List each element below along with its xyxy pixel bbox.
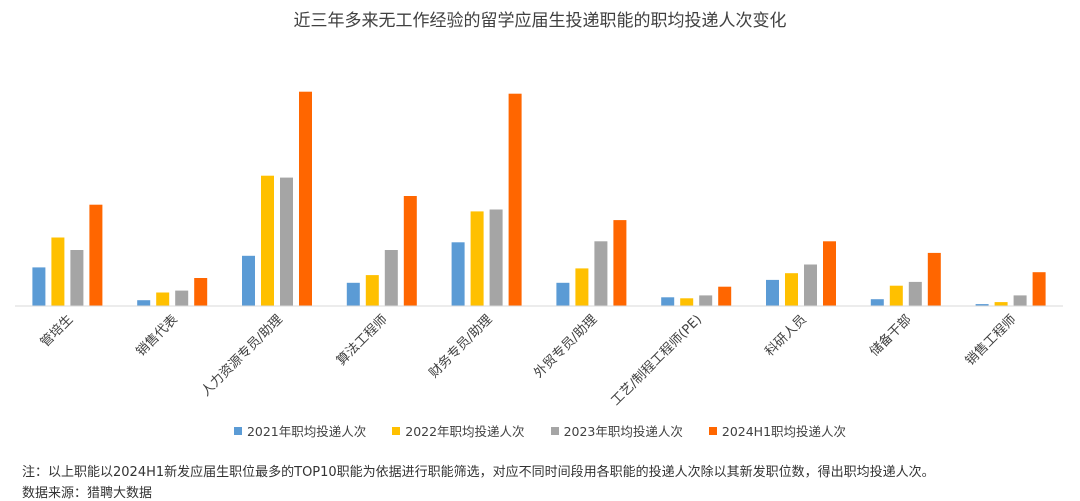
x-tick-label-1: 管培生 bbox=[37, 312, 76, 351]
x-tick-label-7: 工艺/制程工程师(PE) bbox=[608, 312, 705, 409]
bar-10-series-4 bbox=[1032, 272, 1046, 306]
bar-4-series-2 bbox=[365, 275, 379, 306]
bar-9-series-1 bbox=[870, 299, 884, 306]
bar-5-series-3 bbox=[489, 209, 503, 306]
bar-3-series-2 bbox=[261, 175, 274, 306]
bar-8-series-2 bbox=[785, 273, 798, 306]
x-tick-label-4: 算法工程师 bbox=[334, 312, 391, 369]
bar-6-series-2 bbox=[575, 268, 589, 306]
bar-7-series-4 bbox=[718, 286, 732, 306]
bar-2-series-3 bbox=[175, 290, 189, 306]
bar-4-series-1 bbox=[346, 282, 360, 306]
bar-4-series-4 bbox=[403, 196, 417, 306]
legend-swatch bbox=[233, 426, 242, 435]
bar-4-series-3 bbox=[384, 250, 398, 306]
bar-9-series-4 bbox=[927, 252, 941, 306]
legend-swatch bbox=[550, 426, 559, 435]
bar-7-series-3 bbox=[699, 295, 713, 306]
footnote: 注：以上职能以2024H1新发应届生职位最多的TOP10职能为依据进行职能筛选，… bbox=[22, 465, 935, 480]
data-source: 数据来源：猎聘大数据 bbox=[22, 486, 153, 501]
legend-label: 2024H1职均投递人次 bbox=[721, 424, 847, 439]
bar-3-series-4 bbox=[299, 91, 312, 306]
bar-2-series-4 bbox=[194, 278, 208, 306]
bar-8-series-3 bbox=[804, 264, 817, 306]
bar-chart: 管培生 销售代表 人力资源专员/助理 算法工程师 财务专员/助理 外贸专员/助理 工艺/制程… bbox=[15, 91, 1063, 409]
bar-1-series-3 bbox=[70, 250, 84, 306]
legend-label: 2023年职均投递人次 bbox=[563, 424, 683, 439]
x-tick-label-8: 科研人员 bbox=[762, 312, 809, 359]
x-tick-label-2: 销售代表 bbox=[133, 312, 181, 360]
bar-10-series-2 bbox=[994, 302, 1008, 306]
bar-5-series-2 bbox=[470, 211, 484, 306]
bar-6-series-4 bbox=[613, 220, 627, 306]
bar-3-series-1 bbox=[242, 255, 255, 306]
legend-label: 2021年职均投递人次 bbox=[246, 424, 367, 439]
bar-1-series-4 bbox=[89, 204, 103, 306]
bars-layer bbox=[32, 91, 1046, 306]
legend-swatch bbox=[392, 426, 401, 435]
bar-2-series-2 bbox=[156, 292, 170, 306]
bar-6-series-1 bbox=[556, 282, 570, 306]
bar-9-series-2 bbox=[889, 285, 903, 306]
legend-item-4: 2024H1职均投递人次 bbox=[708, 421, 847, 440]
legend-label: 2022年职均投递人次 bbox=[405, 424, 525, 439]
bar-10-series-1 bbox=[975, 304, 989, 306]
bar-2-series-1 bbox=[137, 300, 151, 306]
x-tick-label-10: 销售工程师 bbox=[962, 312, 1019, 369]
bar-8-series-4 bbox=[823, 241, 836, 306]
bar-6-series-3 bbox=[594, 241, 608, 306]
legend-item-3: 2023年职均投递人次 bbox=[550, 421, 683, 440]
bar-7-series-2 bbox=[680, 298, 694, 306]
legend-swatch bbox=[708, 426, 717, 435]
bar-1-series-1 bbox=[32, 267, 46, 306]
x-tick-label-9: 储备干部 bbox=[867, 312, 915, 360]
bar-5-series-1 bbox=[451, 242, 465, 306]
bar-7-series-1 bbox=[661, 297, 675, 306]
bar-3-series-3 bbox=[280, 177, 293, 306]
x-tick-labels: 管培生 销售代表 人力资源专员/助理 算法工程师 财务专员/助理 外贸专员/助理 工艺/制程… bbox=[37, 312, 1019, 409]
bar-1-series-2 bbox=[51, 237, 65, 306]
bar-8-series-1 bbox=[766, 279, 779, 306]
legend: 2021年职均投递人次 2022年职均投递人次 2023年职均投递人次 2024H1职… bbox=[0, 421, 1080, 440]
chart-title: 近三年多来无工作经验的留学应届生投递职能的职均投递人次变化 bbox=[293, 11, 787, 31]
bar-5-series-4 bbox=[508, 93, 522, 306]
x-tick-label-3: 人力资源专员/助理 bbox=[199, 312, 286, 399]
bar-10-series-3 bbox=[1013, 295, 1027, 306]
legend-item-1: 2021年职均投递人次 bbox=[233, 421, 367, 440]
bar-9-series-3 bbox=[908, 281, 922, 306]
legend-item-2: 2022年职均投递人次 bbox=[392, 421, 525, 440]
x-tick-label-5: 财务专员/助理 bbox=[426, 312, 496, 382]
x-tick-label-6: 外贸专员/助理 bbox=[531, 312, 600, 381]
